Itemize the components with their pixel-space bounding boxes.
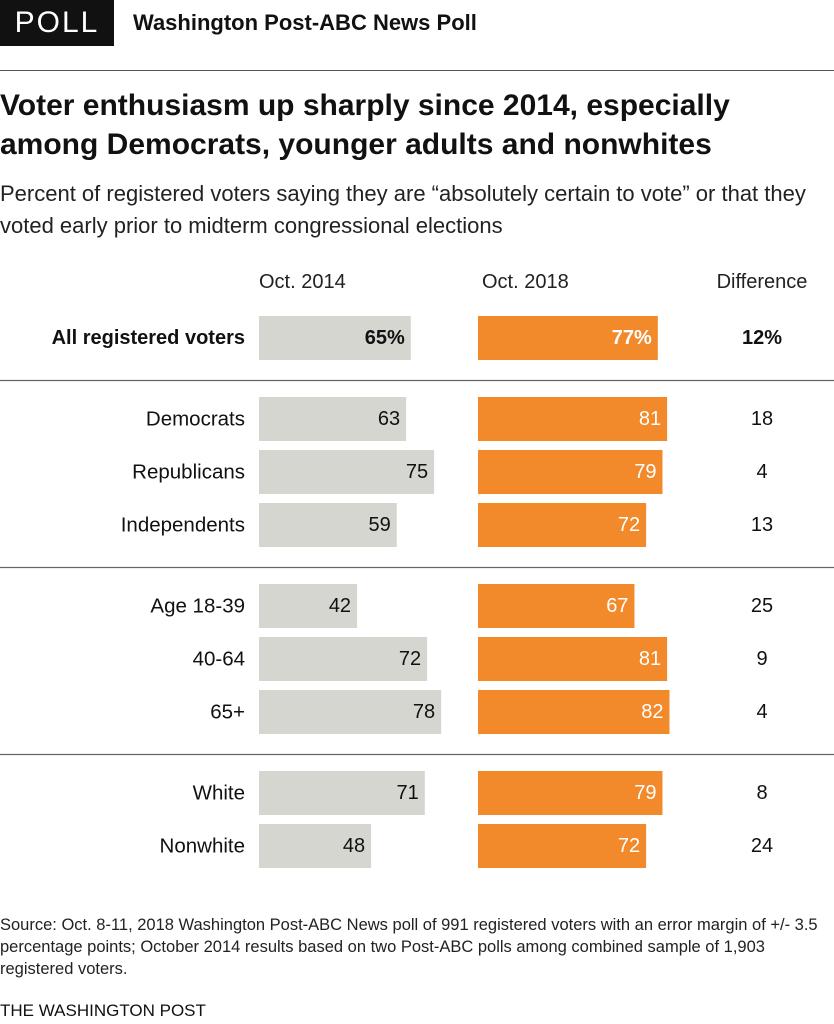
column-header-2018: Oct. 2018 (482, 271, 569, 293)
chart-subtitle: Percent of registered voters saying they… (0, 181, 806, 238)
bar-2018-value: 79 (634, 461, 656, 483)
bar-2014-value: 63 (378, 408, 400, 430)
row-label: White (193, 782, 245, 805)
row-label: 40-64 (193, 648, 245, 671)
bar-2018-value: 79 (634, 782, 656, 804)
column-header-2014: Oct. 2014 (259, 271, 346, 293)
bar-2014 (259, 637, 428, 681)
bar-2018-value: 72 (618, 514, 640, 536)
bar-2018 (478, 824, 647, 868)
bar-2014-value: 42 (329, 595, 351, 617)
difference-value: 25 (751, 595, 773, 617)
header-divider (0, 70, 834, 71)
difference-value: 13 (751, 514, 773, 536)
difference-value: 12% (742, 327, 782, 349)
bar-2018-value: 67 (606, 595, 628, 617)
difference-value: 8 (756, 782, 767, 804)
row-label: 65+ (210, 701, 245, 724)
bar-2014 (259, 771, 425, 815)
bar-2014 (259, 450, 435, 494)
bar-2014-value: 71 (397, 782, 419, 804)
bar-2014-value: 72 (399, 648, 421, 670)
bar-2018 (478, 450, 663, 494)
bar-2018 (478, 397, 668, 441)
bar-2018-value: 81 (639, 648, 661, 670)
bar-2018 (478, 771, 663, 815)
bar-2018 (478, 690, 670, 734)
bar-2018 (478, 584, 635, 628)
chart: Oct. 2014 Oct. 2018 Difference All register… (0, 271, 834, 868)
bar-2014-value: 75 (406, 461, 428, 483)
bar-2014-value: 59 (369, 514, 391, 536)
poll-source-name: Washington Post-ABC News Poll (133, 10, 477, 35)
bar-2018-value: 82 (641, 701, 663, 723)
bar-2018-value: 81 (639, 408, 661, 430)
bar-2014 (259, 503, 397, 547)
bar-2018 (478, 503, 647, 547)
difference-value: 4 (756, 701, 767, 723)
bar-2014-value: 65% (365, 327, 405, 349)
row-label: Independents (121, 514, 245, 537)
bar-2014 (259, 690, 442, 734)
difference-value: 9 (756, 648, 767, 670)
poll-badge: POLL (0, 0, 114, 46)
source-footnote: Source: Oct. 8-11, 2018 Washington Post-… (0, 916, 818, 978)
bar-2018 (478, 637, 668, 681)
row-label: All registered voters (52, 327, 245, 349)
difference-value: 18 (751, 408, 773, 430)
bar-2014 (259, 397, 407, 441)
credit-line: THE WASHINGTON POST (0, 1001, 206, 1020)
bar-2014 (259, 316, 411, 360)
column-header-difference: Difference (717, 271, 808, 293)
bar-2014-value: 48 (343, 835, 365, 857)
difference-value: 24 (751, 835, 773, 857)
bar-2014 (259, 824, 372, 868)
row-label: Republicans (132, 461, 245, 484)
chart-title: Voter enthusiasm up sharply since 2014, … (0, 89, 730, 161)
bar-2018 (478, 316, 658, 360)
difference-value: 4 (756, 461, 767, 483)
row-label: Nonwhite (160, 835, 245, 858)
row-label: Democrats (146, 408, 245, 431)
bar-2014-value: 78 (413, 701, 435, 723)
row-label: Age 18-39 (150, 595, 245, 618)
bar-2018-value: 77% (612, 327, 652, 349)
bar-2018-value: 72 (618, 835, 640, 857)
bar-2014 (259, 584, 358, 628)
